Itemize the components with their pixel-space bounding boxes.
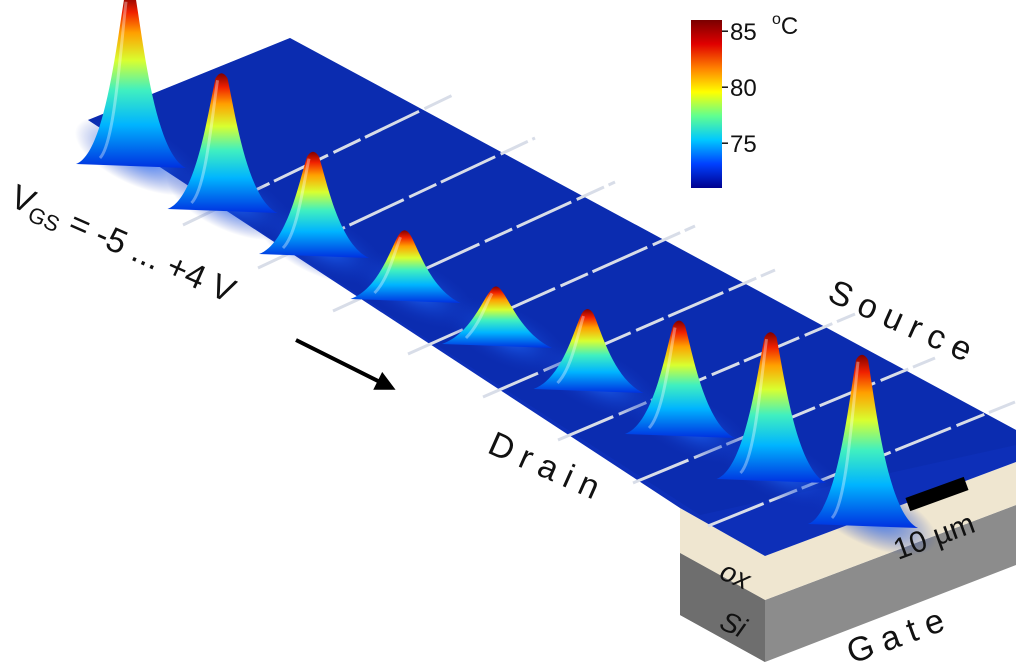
peak-highlight	[830, 361, 860, 520]
sweep-arrow	[295, 338, 396, 390]
silicon-side-face	[680, 553, 765, 662]
electrode-gap-line	[557, 312, 856, 442]
colorbar-ticks: 85 80 75	[722, 19, 757, 158]
thermal-peak	[442, 286, 552, 348]
thermal-peak	[350, 230, 461, 303]
thermal-peak	[808, 354, 918, 528]
thermal-peak	[167, 73, 278, 214]
peak-highlight	[739, 338, 768, 475]
peak-highlight	[281, 158, 311, 250]
scale-bar-line	[905, 476, 969, 512]
colorbar-tick-label: 80	[730, 75, 757, 102]
electrode-gap-line	[707, 400, 1016, 528]
thermal-peaks	[74, 0, 938, 556]
colorbar-tick-label: 75	[730, 131, 757, 158]
colorbar-unit: oC	[772, 11, 798, 40]
thermal-peak	[716, 332, 827, 483]
colorbar-tick-label: 85	[730, 19, 757, 46]
electrode-gap-line	[632, 356, 936, 485]
colorbar-strip	[691, 20, 722, 188]
electrode-gap-line	[482, 268, 776, 399]
peak-highlight	[464, 292, 494, 340]
peak-highlight	[373, 236, 402, 295]
thermal-peak	[625, 320, 735, 438]
colorbar: 85 80 75 oC	[691, 11, 798, 188]
peak-highlight	[556, 315, 585, 385]
thermal-peak	[533, 309, 644, 393]
peak-highlight	[98, 1, 128, 160]
thermal-peak	[259, 151, 369, 258]
peak-highlight	[190, 80, 219, 205]
thermal-peak	[76, 0, 186, 168]
peak-highlight	[647, 327, 677, 430]
